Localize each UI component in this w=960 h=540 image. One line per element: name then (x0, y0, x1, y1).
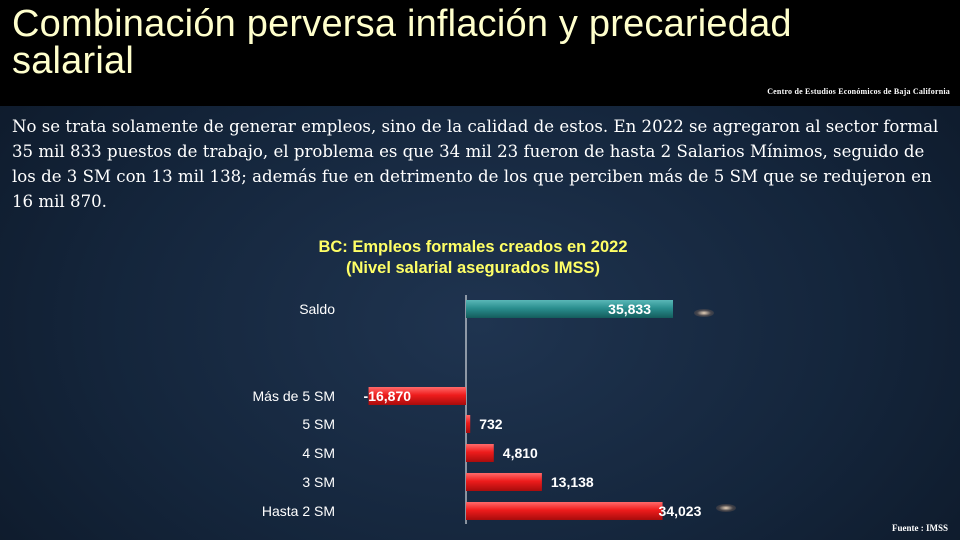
body-paragraph: No se trata solamente de generar empleos… (12, 117, 939, 211)
data-label: 13,138 (551, 474, 594, 490)
category-label: 4 SM (302, 445, 335, 461)
bar (466, 300, 673, 318)
bar (466, 444, 494, 462)
data-label: 35,833 (608, 301, 651, 317)
slide-title: Combinación perversa inflación y precari… (12, 3, 792, 82)
decorative-glow (694, 309, 714, 317)
chart-title: BC: Empleos formales creados en 2022 (318, 238, 628, 256)
category-label: Hasta 2 SM (262, 503, 335, 519)
category-label: Más de 5 SM (253, 388, 335, 404)
data-label: -16,870 (364, 388, 412, 404)
bars-group: Saldo 35,833 Más de 5 SM -16,870 5 SM 732 4 SM… (253, 295, 702, 524)
chart-subtitle: (Nivel salarial asegurados IMSS) (345, 259, 601, 277)
category-label: Saldo (299, 301, 335, 317)
chart-title-block: BC: Empleos formales creados en 2022 (Ni… (200, 237, 746, 279)
category-label: 5 SM (302, 416, 335, 432)
data-label: 4,810 (503, 445, 538, 461)
bar (466, 502, 663, 520)
bar (466, 415, 471, 433)
header-bar: Combinación perversa inflación y precari… (0, 0, 960, 106)
source-caption-bottom: Fuente : IMSS (892, 523, 948, 533)
data-label: 732 (479, 416, 503, 432)
category-label: 3 SM (302, 474, 335, 490)
bar (368, 387, 466, 405)
source-caption-top: Centro de Estudios Económicos de Baja Ca… (767, 87, 950, 96)
data-label: 34,023 (659, 503, 702, 519)
bar (466, 473, 542, 491)
decorative-glow (716, 504, 736, 512)
